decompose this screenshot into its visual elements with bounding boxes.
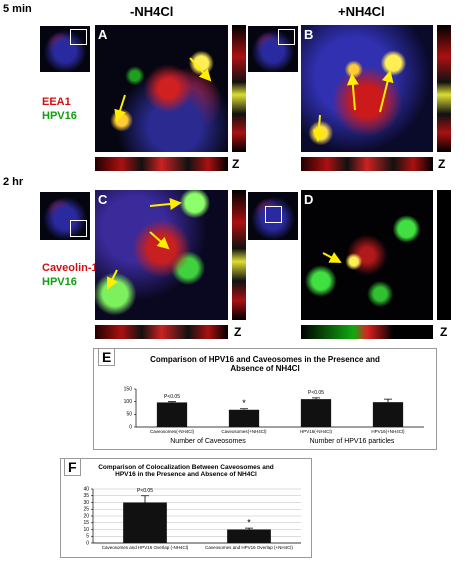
x-tick-label: HPV16(+NH4Cl): [371, 429, 405, 434]
z-strip: [437, 25, 451, 152]
z-strip: [301, 325, 433, 339]
micrograph: C: [95, 190, 228, 320]
stain-green: HPV16: [42, 276, 77, 288]
condition-label: -NH4Cl: [130, 4, 174, 19]
stain-green: HPV16: [42, 110, 77, 122]
x-tick-label: Caveosomes(-NH4Cl): [150, 429, 195, 434]
error-bar: [168, 401, 176, 403]
arrows: [107, 57, 394, 290]
z-strip: [301, 157, 433, 171]
panel-label: C: [98, 192, 108, 207]
bar: [227, 529, 271, 543]
time-label: 5 min: [3, 3, 32, 15]
chart: 0 50 100 150 Caveosomes(-NH4Cl) Caveosomes(+N…: [124, 386, 424, 445]
bar: [123, 502, 167, 543]
thumbnail: [40, 192, 90, 240]
chart-e: Comparison of HPV16 and Caveosomes in th…: [93, 348, 437, 450]
z-strip: [95, 325, 228, 339]
error-bar: [384, 398, 392, 403]
stain-red: Caveolin-1: [42, 262, 98, 274]
annotation: *: [247, 518, 251, 528]
annotation: *: [242, 398, 246, 408]
y-tick-label: 30: [83, 500, 89, 506]
time-label: 2 hr: [3, 176, 24, 188]
y-tick-label: 35: [83, 493, 89, 499]
x-tick-label: Caveosomes and HPV16 Overlap (+NH4Cl): [205, 545, 293, 550]
y-tick-label: 20: [83, 513, 89, 519]
condition-label: +NH4Cl: [338, 4, 385, 19]
z-label: Z: [232, 157, 240, 171]
z-label: Z: [234, 325, 242, 339]
y-tick-label: 40: [83, 486, 89, 492]
x-tick-label: Caveosomes(+NH4Cl): [221, 429, 267, 434]
thumbnail: [40, 26, 90, 72]
thumbnail: [248, 26, 298, 72]
x-tick-label: HPV16(-NH4Cl): [300, 429, 333, 434]
y-tick-label: 150: [124, 386, 133, 392]
error-bar: [245, 527, 253, 530]
x-tick-label: Caveosomes and HPV16 Overlap (-NH4Cl): [102, 545, 189, 550]
error-bar: [312, 397, 320, 400]
bar: [228, 409, 260, 427]
z-strip: [95, 157, 228, 171]
z-strip: [232, 25, 246, 152]
y-tick-label: 0: [86, 540, 89, 546]
thumbnail: [248, 192, 298, 240]
group-label: Number of HPV16 particles: [310, 438, 395, 445]
annotation: P<0.05: [308, 390, 324, 396]
y-tick-label: 5: [86, 534, 89, 540]
bar: [300, 399, 332, 427]
y-tick-label: 15: [83, 520, 89, 526]
y-tick-label: 100: [124, 399, 133, 405]
z-label: Z: [438, 157, 446, 171]
error-bar: [141, 495, 149, 503]
panel-label: D: [304, 192, 314, 207]
y-tick-label: 0: [129, 424, 132, 430]
stain-red: EEA1: [42, 96, 71, 108]
group-label: Number of Caveosomes: [170, 438, 246, 445]
y-tick-label: 50: [126, 412, 132, 418]
annotation: P<0.05: [137, 488, 153, 494]
z-label: Z: [440, 325, 448, 339]
z-strip: [232, 190, 246, 320]
bar: [156, 402, 188, 427]
panel-label: E: [98, 348, 116, 366]
bar: [372, 402, 404, 427]
panel-label: F: [64, 458, 81, 476]
micrograph: D: [301, 190, 433, 320]
chart-title: Comparison of HPV16 and Caveosomes in th…: [150, 355, 380, 373]
panel-label: B: [304, 27, 314, 42]
y-tick-label: 10: [83, 527, 89, 533]
chart-f: Comparison of Colocalization Between Cav…: [60, 458, 312, 558]
z-strip: [437, 190, 451, 320]
y-tick-label: 25: [83, 507, 89, 513]
error-bar: [240, 408, 248, 410]
annotation: P<0.05: [164, 394, 180, 400]
micrograph: A: [95, 25, 228, 152]
panel-label: A: [98, 27, 108, 42]
chart-title: Comparison of Colocalization Between Cav…: [98, 464, 274, 478]
